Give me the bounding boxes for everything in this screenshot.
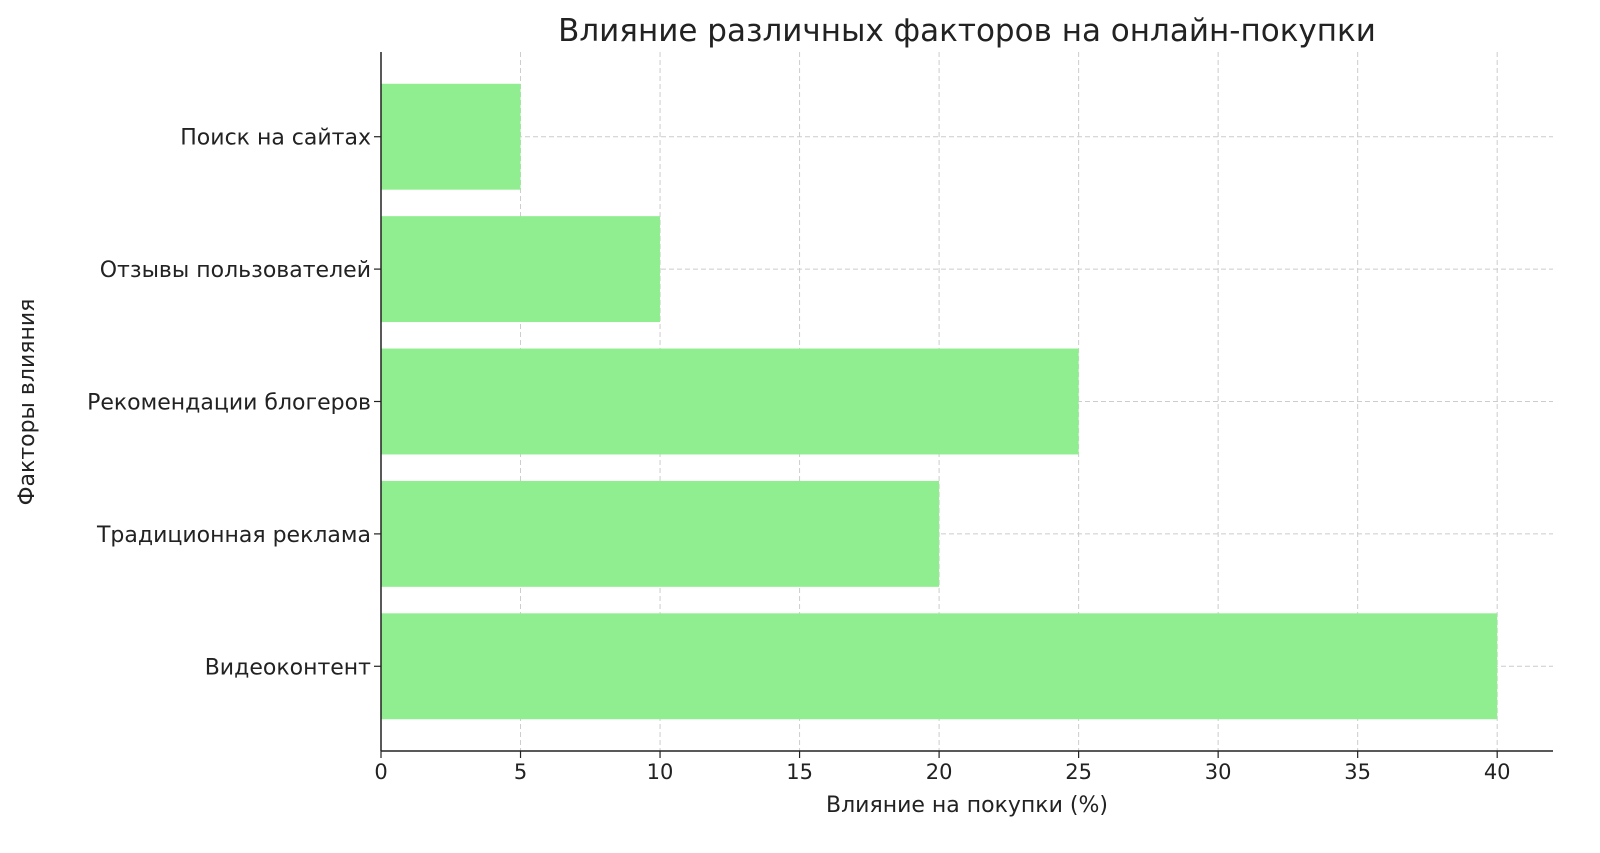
x-tick-label: 30 — [1205, 760, 1232, 784]
x-tick-label: 10 — [647, 760, 674, 784]
y-axis-label: Факторы влияния — [15, 299, 40, 506]
y-tick-label: Традиционная реклама — [96, 523, 371, 548]
axes: 0 5 10 15 20 25 30 35 40 Видеоконтент Традиционная… — [87, 52, 1553, 784]
bars — [381, 83, 1498, 720]
bar — [381, 83, 521, 190]
x-tick-label: 25 — [1065, 760, 1092, 784]
bar — [381, 480, 940, 587]
x-tick-label: 35 — [1344, 760, 1371, 784]
x-tick-label: 15 — [786, 760, 813, 784]
y-tick-label: Рекомендации блогеров — [87, 391, 371, 416]
y-tick-label: Поиск на сайтах — [180, 126, 371, 151]
x-tick-label: 0 — [374, 760, 387, 784]
x-axis-label: Влияние на покупки (%) — [826, 793, 1108, 818]
bar — [381, 613, 1498, 720]
x-tick-label: 40 — [1484, 760, 1511, 784]
y-tick-label: Отзывы пользователей — [100, 258, 371, 283]
x-tick-label: 20 — [926, 760, 953, 784]
bar — [381, 216, 661, 323]
chart-title: Влияние различных факторов на онлайн-пок… — [558, 13, 1376, 49]
x-tick-label: 5 — [514, 760, 527, 784]
bar — [381, 348, 1079, 455]
y-tick-label: Видеоконтент — [205, 655, 371, 680]
